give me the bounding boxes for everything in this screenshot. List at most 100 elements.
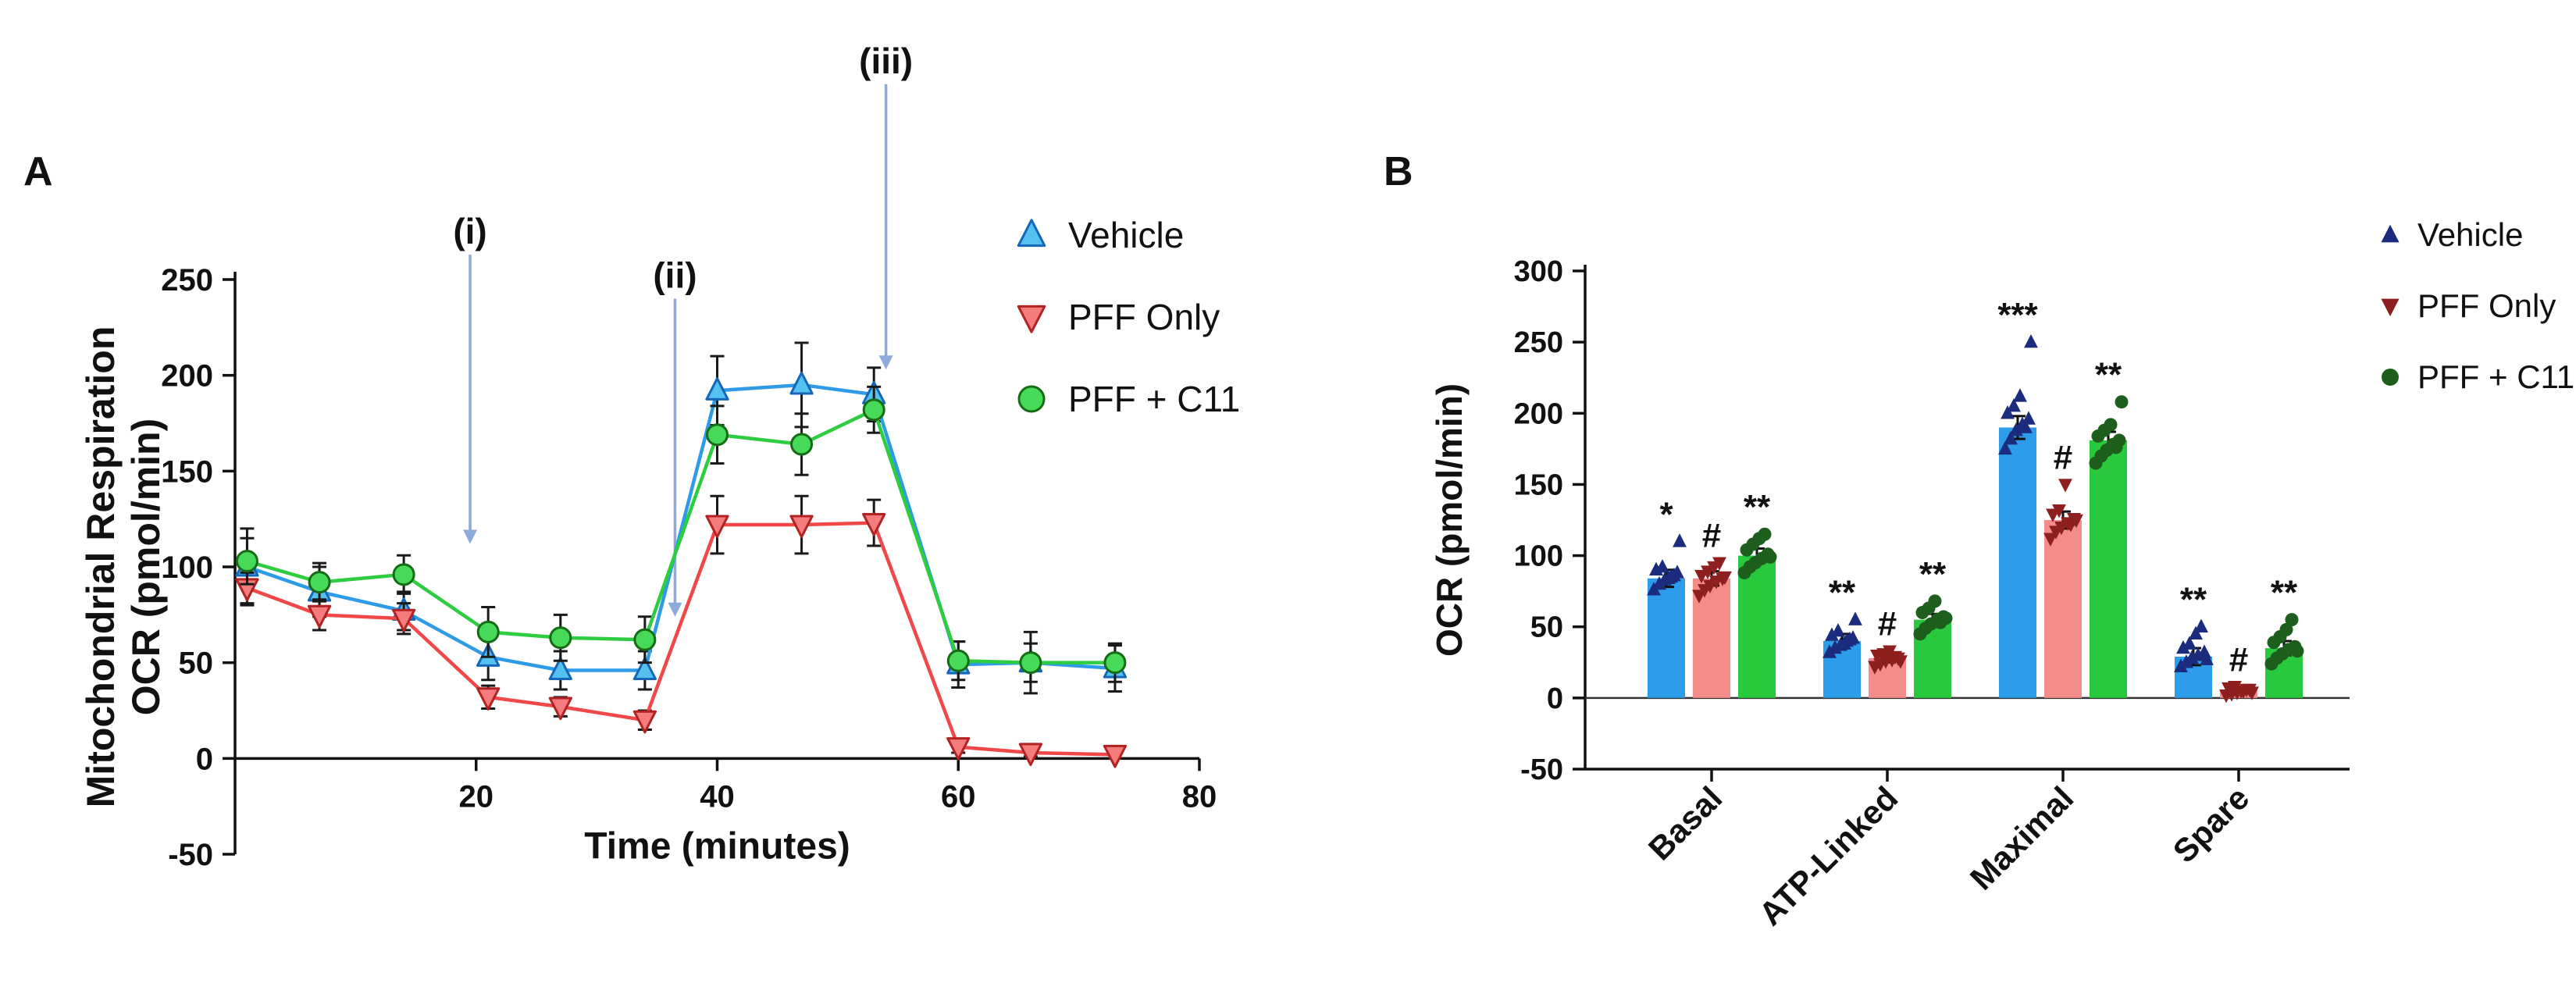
circle-marker-icon <box>946 649 970 672</box>
triangle-down-marker-icon <box>2381 298 2400 317</box>
triangle-up-marker-icon <box>2018 419 2033 433</box>
panel-b-y-tick-label: 300 <box>1514 255 1563 288</box>
panel-b-y-tick-label: 200 <box>1514 397 1563 430</box>
triangle-up-marker-icon <box>2007 397 2021 412</box>
bar-vehicle-basal <box>1648 578 1685 698</box>
significance-label-pff-c11-spare: ** <box>2271 574 2298 612</box>
circle-marker-icon <box>1939 611 1953 625</box>
triangle-down-marker-icon <box>946 737 971 761</box>
panel-a-x-tick-label: 60 <box>941 779 976 814</box>
circle-marker-icon <box>2290 644 2304 658</box>
panel-b-legend-label-pff-only: PFF Only <box>2417 287 2556 324</box>
panel-a-y-tick-label: 0 <box>196 742 213 776</box>
triangle-up-marker-icon <box>2022 411 2036 425</box>
panel-b-label: B <box>1384 149 1413 194</box>
significance-label-pff-only-basal: # <box>1702 517 1721 555</box>
arrowhead-icon <box>463 529 478 544</box>
circle-marker-icon <box>862 398 885 422</box>
injection-label-2: (ii) <box>653 255 697 296</box>
triangle-up-marker-icon <box>1825 627 1839 641</box>
triangle-up-marker-icon <box>2381 224 2400 243</box>
circle-marker-icon <box>549 626 572 650</box>
panel-b-bar-chart: 300 250 200 150 100 50 0 -50 Basal ATP-Linked Maxi… <box>1429 216 2574 932</box>
triangle-up-marker-icon <box>2189 625 2203 640</box>
panel-b-bars-pff-only <box>1693 520 2257 698</box>
panel-a-label: A <box>23 149 53 194</box>
significance-label-pff-only-spare: # <box>2229 640 2248 679</box>
circle-marker-icon <box>308 571 331 594</box>
bar-pff-c11-basal <box>1738 555 1776 698</box>
triangle-down-marker-icon <box>2043 533 2058 547</box>
panel-b-y-axis-title: OCR (pmol/min) <box>1429 383 1470 657</box>
category-label-maximal: Maximal <box>1963 779 2080 896</box>
panel-a-y-tick-label: 200 <box>161 359 213 394</box>
triangle-up-marker-icon <box>1843 631 1857 646</box>
circle-marker-icon <box>633 628 657 651</box>
circle-marker-icon <box>476 620 500 643</box>
triangle-down-marker-icon <box>2228 681 2242 695</box>
triangle-down-marker-icon <box>789 515 814 539</box>
circle-marker-icon <box>706 423 729 447</box>
circle-marker-icon <box>2109 440 2123 454</box>
triangle-up-marker-icon <box>632 657 657 681</box>
panel-a-x-tick-label: 40 <box>700 779 735 814</box>
triangle-up-marker-icon <box>1667 567 1681 582</box>
circle-marker-icon <box>1019 651 1042 675</box>
panel-b-axes: 300 250 200 150 100 50 0 -50 Basal ATP-Linked Maxi… <box>1429 255 2350 932</box>
panel-b-y-tick-label: 50 <box>1530 611 1563 644</box>
triangle-down-marker-icon <box>2069 514 2083 529</box>
panel-b-legend-label-pff-c11: PFF + C11 <box>2417 358 2574 395</box>
triangle-up-marker-icon <box>2176 640 2190 654</box>
triangle-down-marker-icon <box>391 608 416 632</box>
significance-label-pff-c11-atp-linked: ** <box>1919 555 1947 593</box>
panel-b-y-tick-label: -50 <box>1520 754 1563 786</box>
panel-a-x-tick-label: 20 <box>459 779 494 814</box>
triangle-down-marker-icon <box>1103 744 1128 768</box>
triangle-up-marker-icon <box>1017 219 1046 248</box>
circle-marker-icon <box>1103 651 1127 675</box>
panel-b-y-tick-label: 0 <box>1547 682 1563 715</box>
significance-label-pff-c11-basal: ** <box>1744 488 1771 526</box>
triangle-down-marker-icon <box>548 697 572 721</box>
panel-b-points-vehicle: ** ** ** ** <box>1647 296 2214 672</box>
triangle-up-marker-icon <box>705 377 729 401</box>
panel-b-points-pff-c11: ** ** ** ** <box>1737 356 2304 671</box>
panel-a-series-pff-c11 <box>235 385 1127 683</box>
panel-a-injection-arrows: (i) (ii) (iii) <box>453 41 913 617</box>
significance-label-pff-c11-maximal: ** <box>2095 356 2122 394</box>
panel-a-legend-label-pff-c11: PFF + C11 <box>1068 379 1240 419</box>
category-label-basal: Basal <box>1641 779 1729 867</box>
triangle-up-marker-icon <box>789 371 814 395</box>
panel-a-x-axis-title: Time (minutes) <box>584 825 850 867</box>
circle-marker-icon <box>1763 550 1777 564</box>
triangle-up-marker-icon <box>1673 533 1687 547</box>
circle-marker-icon <box>790 433 814 456</box>
injection-label-1: (i) <box>453 211 486 251</box>
triangle-down-marker-icon <box>2245 686 2259 700</box>
triangle-up-marker-icon <box>2200 651 2214 665</box>
triangle-down-marker-icon <box>2052 504 2066 518</box>
significance-label-vehicle-atp-linked: ** <box>1829 574 1856 612</box>
panel-a-series-pff-only <box>235 494 1128 768</box>
arrowhead-icon <box>668 602 682 617</box>
triangle-up-marker-icon <box>1831 622 1845 637</box>
triangle-up-marker-icon <box>1848 611 1862 625</box>
triangle-down-marker-icon <box>1018 743 1043 767</box>
panel-a-legend-label-pff-only: PFF Only <box>1068 297 1220 337</box>
significance-label-vehicle-spare: ** <box>2180 581 2207 619</box>
circle-marker-icon <box>2104 418 2118 432</box>
triangle-down-marker-icon <box>476 687 501 711</box>
panel-a-y-tick-label: -50 <box>168 838 213 872</box>
circle-marker-icon <box>1928 594 1942 608</box>
panel-b-y-tick-label: 250 <box>1514 326 1563 359</box>
panel-b-y-tick-label: 150 <box>1514 468 1563 501</box>
triangle-up-marker-icon <box>1655 558 1669 573</box>
circle-marker-icon <box>1758 527 1772 541</box>
triangle-down-marker-icon <box>1894 655 1908 669</box>
panel-b-legend: Vehicle PFF Only PFF + C11 <box>2381 216 2574 395</box>
panel-b-y-tick-label: 100 <box>1514 540 1563 573</box>
triangle-down-marker-icon <box>1017 305 1046 333</box>
circle-marker-icon <box>1017 385 1046 413</box>
panel-a-y-axis-title-line2: OCR (pmol/min) <box>124 419 168 716</box>
